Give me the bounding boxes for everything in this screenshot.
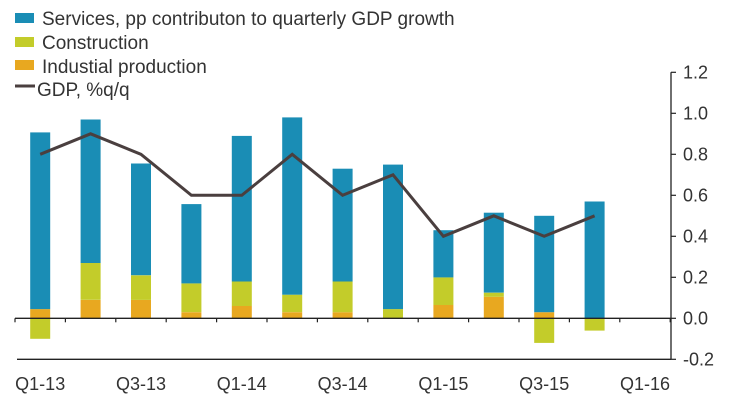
gdp-line [39, 132, 596, 239]
bar-services-Q1-15 [433, 230, 454, 278]
bar-construction-Q3-15 [534, 318, 555, 343]
bar-construction-Q1-13 [30, 318, 51, 339]
legend: Services, pp contributon to quarterly GD… [15, 9, 455, 101]
bar-industial-Q2-13 [80, 299, 101, 319]
bar-industial-Q3-13 [131, 299, 151, 319]
legend-label-construction: Construction [42, 33, 149, 54]
y-tick-label: 0.6 [683, 185, 708, 205]
bar-services-Q4-15 [584, 201, 605, 319]
bar-construction-Q1-15 [433, 277, 454, 305]
y-tick-label: -0.2 [683, 349, 714, 369]
bar-industial-Q1-14 [231, 306, 252, 319]
bar-industial-Q1-13 [30, 309, 51, 319]
bar-construction-Q4-14 [383, 309, 403, 319]
bar-services-Q2-14 [282, 117, 303, 295]
bar-services-Q4-14 [383, 164, 403, 310]
bar-services-Q4-13 [181, 204, 202, 284]
bar-construction-Q3-14 [332, 281, 353, 313]
x-tick-label: Q1-16 [620, 374, 670, 394]
x-tick-label: Q1-14 [217, 374, 267, 394]
x-tick-label: Q3-13 [116, 374, 166, 394]
bar-services-Q1-14 [231, 135, 252, 282]
bar-services-Q1-13 [30, 132, 51, 310]
x-tick-label: Q3-14 [318, 374, 368, 394]
legend-label-industrial: Industial production [42, 57, 207, 78]
bar-construction-Q2-15 [483, 292, 504, 297]
y-tick-label: 1.0 [683, 103, 708, 123]
gdp-line-group [39, 132, 596, 239]
legend-swatch-industrial [15, 60, 34, 70]
y-tick-label: 0.4 [683, 226, 708, 246]
bar-services-Q2-13 [80, 119, 101, 263]
legend-label-gdp: GDP, %q/q [37, 80, 130, 101]
y-axis-ticks: 1.2 1.0 0.8 0.6 0.4 0.2 0.0 -0.2 [671, 62, 714, 369]
bar-industial-Q2-15 [483, 296, 504, 319]
bar-industial-Q3-15 [534, 312, 555, 319]
bar-construction-Q1-14 [231, 281, 252, 306]
axes [14, 72, 672, 360]
bar-construction-Q4-13 [181, 283, 202, 313]
x-axis-ticks: Q1-13 Q3-13 Q1-14 Q3-14 Q1-15 Q3-15 Q1-16 [15, 374, 670, 394]
bar-services-Q3-15 [534, 215, 555, 313]
bar-construction-Q4-15 [584, 318, 605, 331]
bar-industial-Q1-15 [433, 305, 454, 319]
bar-industial-Q3-14 [332, 312, 353, 319]
bar-construction-Q2-14 [282, 294, 303, 313]
bar-services-Q3-13 [131, 163, 151, 276]
bar-industial-Q2-14 [282, 312, 303, 319]
bar-services-Q2-15 [483, 212, 504, 293]
legend-swatch-services [15, 13, 34, 23]
bar-services-Q3-14 [332, 168, 353, 282]
legend-label-services: Services, pp contributon to quarterly GD… [42, 9, 455, 30]
x-tick-label: Q1-13 [15, 374, 65, 394]
bar-construction-Q3-13 [131, 275, 151, 300]
y-tick-label: 0.0 [683, 308, 708, 328]
bars [30, 117, 605, 343]
bar-industial-Q4-13 [181, 312, 202, 319]
x-tick-label: Q1-15 [418, 374, 468, 394]
y-tick-label: 0.8 [683, 144, 708, 164]
bar-construction-Q2-13 [80, 262, 101, 300]
legend-swatch-construction [15, 37, 34, 47]
x-tick-label: Q3-15 [519, 374, 569, 394]
y-tick-label: 0.2 [683, 267, 708, 287]
y-tick-label: 1.2 [683, 62, 708, 82]
